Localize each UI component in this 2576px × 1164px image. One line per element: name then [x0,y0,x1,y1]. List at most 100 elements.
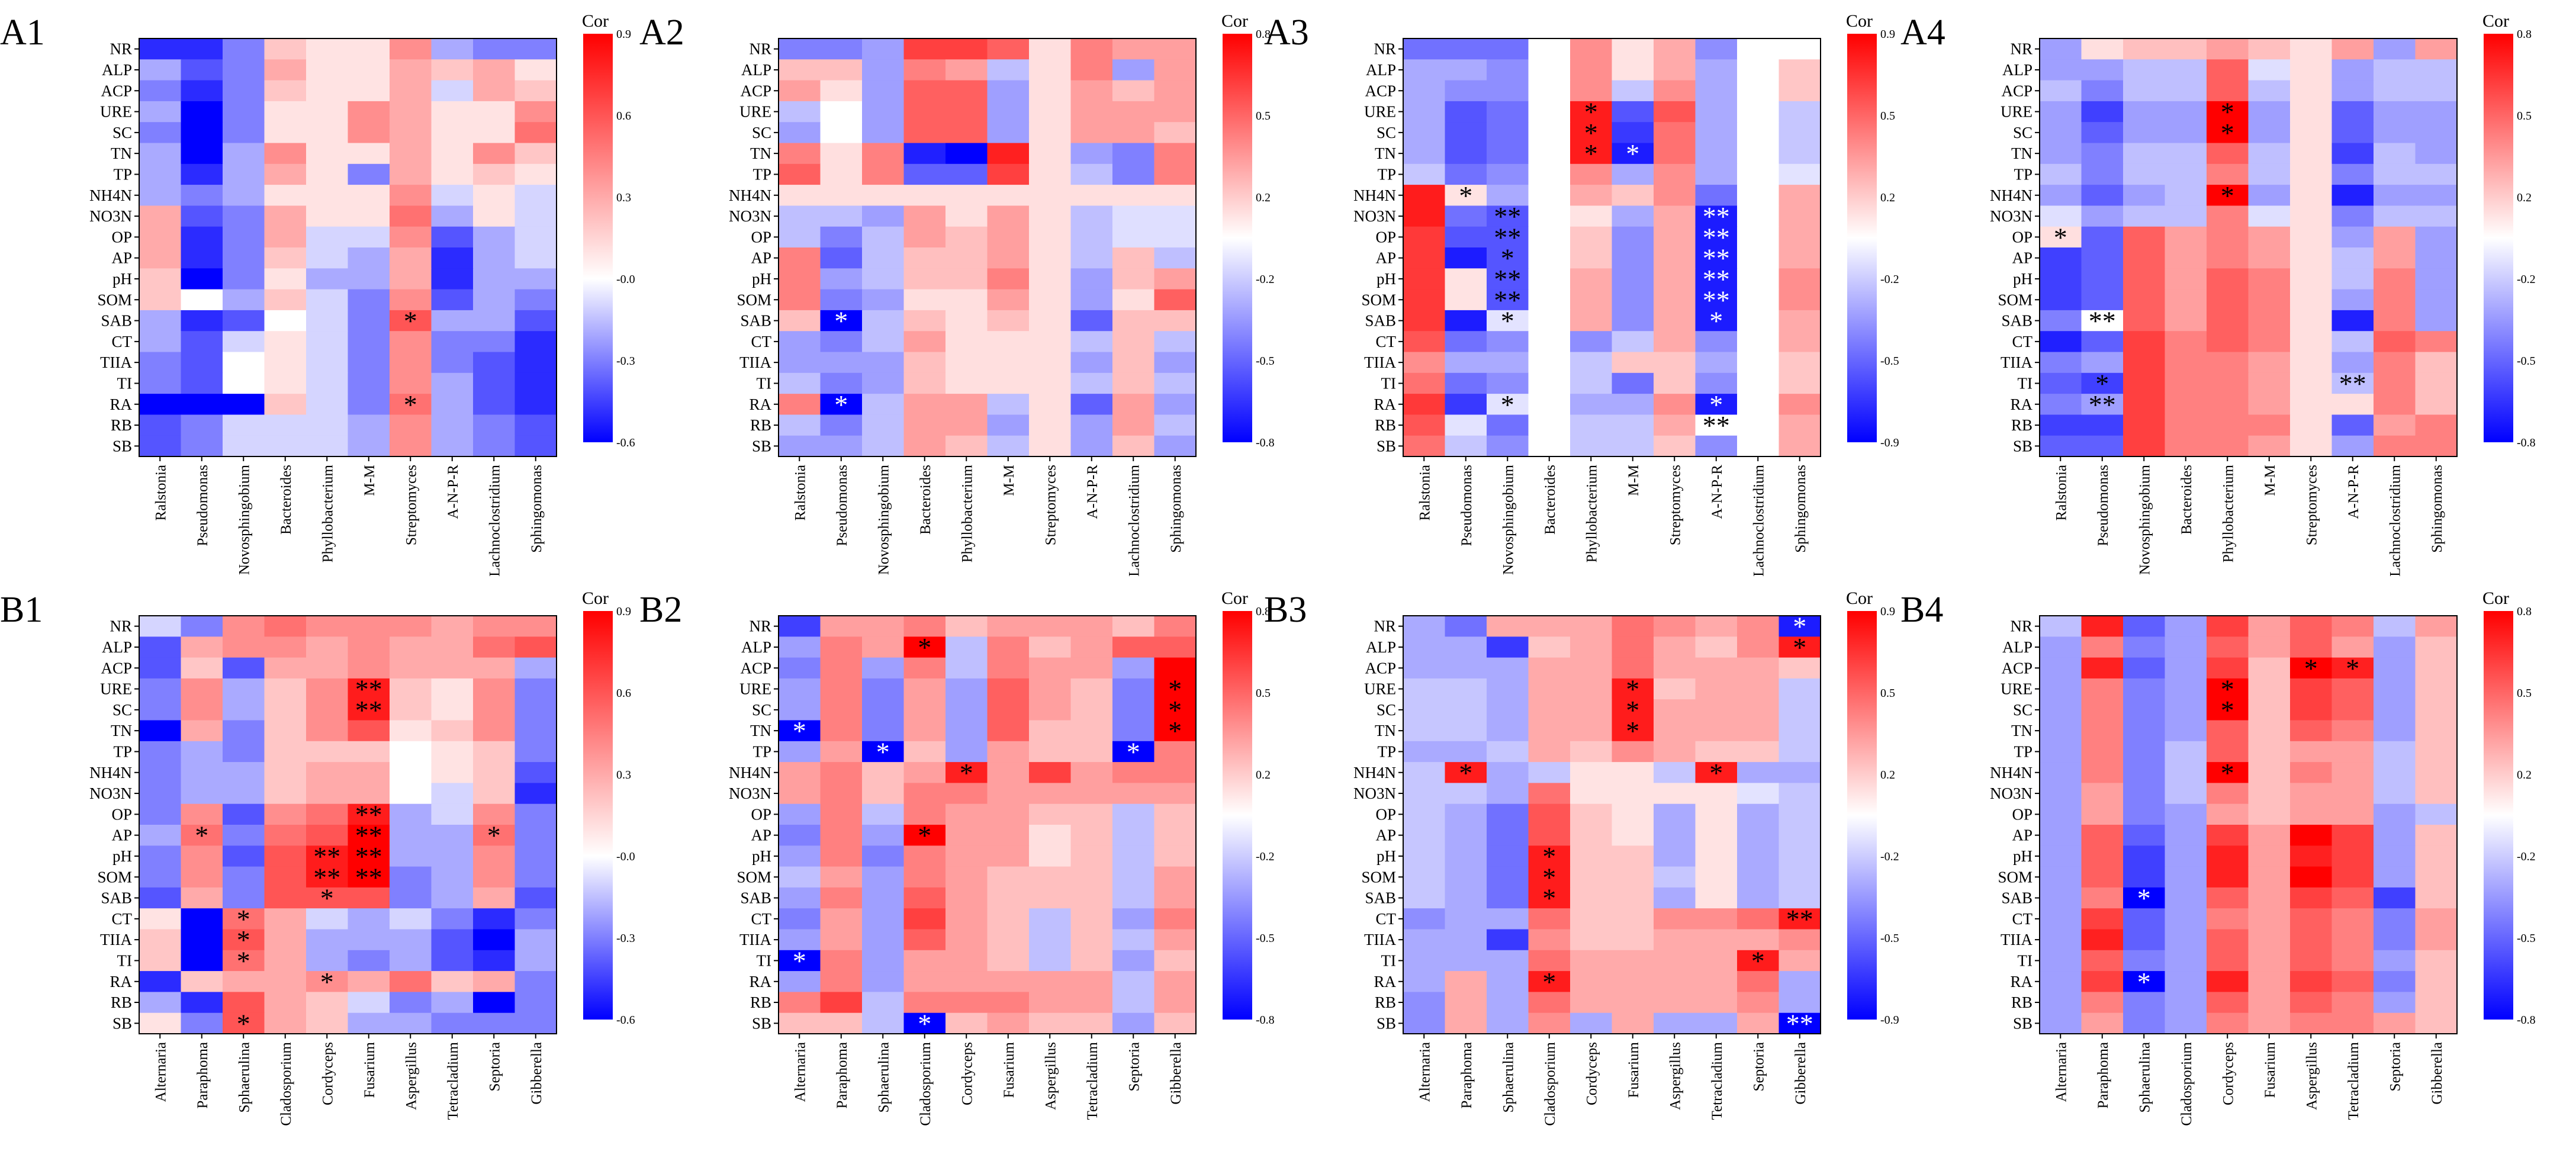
panel-a1-cell [264,352,307,374]
panel-b2-cell [1112,950,1155,972]
panel-a2-cell [903,59,946,81]
panel-b2-cell [820,908,863,930]
panel-b2-cell [820,1012,863,1034]
panel-b2-cell [1029,908,1072,930]
panel-b2-cell [1029,678,1072,700]
panel-a4-significance-mark: * [2221,97,2234,127]
panel-a3-cell [1612,372,1654,394]
panel-b3-cell [1403,971,1446,992]
panel-a3-cell [1445,226,1487,248]
panel-a2-cell [1154,435,1197,457]
panel-b4-cell [2374,887,2416,909]
panel-b2-cell [820,887,863,909]
panel-a3-significance-mark: * [1501,306,1514,336]
panel-a4-cell [2290,122,2333,144]
panel-b3-cell [1528,992,1571,1014]
panel-a3-cell [1487,268,1529,290]
panel-b2-cell [1154,1012,1197,1034]
panel-b1-cell [181,929,223,951]
panel-b4-cell [2415,678,2458,700]
panel-a3-row-label: TI [1381,374,1396,392]
panel-a3-row-label: RA [1374,395,1396,413]
panel-a2-label: A2 [639,12,684,53]
panel-a1-colorbar-tick: 0.6 [616,110,631,123]
panel-a3-row-label: ACP [1365,82,1396,99]
panel-a3-cell [1445,289,1487,311]
panel-b3-cell [1487,971,1529,992]
panel-b1-row-label: ACP [101,659,132,677]
panel-a1-row-label: TP [113,165,132,183]
panel-a4-significance-mark: ** [2339,368,2366,398]
panel-b3-cell [1654,616,1696,637]
panel-b3-colorbar-tick: 0.9 [1880,605,1895,618]
panel-b3-cell [1487,762,1529,783]
panel-a1-cell [514,101,557,123]
panel-b2-cell [862,762,905,783]
panel-b4-significance-mark: * [2346,653,2359,683]
panel-b3-cell [1570,636,1613,658]
panel-b2-cell [1029,699,1072,721]
panel-a2-cell [1070,394,1113,415]
panel-b4-cell [2207,971,2249,992]
panel-b2-cell [1154,929,1197,951]
panel-b4-cell [2040,783,2082,805]
panel-b3-cell [1695,657,1738,679]
panel-b2-cell [946,762,988,783]
panel-b1-cell [223,783,265,805]
panel-b3-cell [1654,636,1696,658]
panel-b3-cell [1570,845,1613,867]
panel-b4-colorbar-tick: 0.2 [2517,769,2532,782]
panel-b3-cell [1528,678,1571,700]
panel-b3-cell [1445,657,1487,679]
panel-a4-cell [2248,163,2291,185]
panel-b4-cell [2248,845,2291,867]
panel-b3-col-label: Cladosporium [1542,1041,1558,1126]
panel-a4-cell [2165,101,2207,123]
panel-b4-cell [2374,908,2416,930]
panel-b2-cell [903,616,946,637]
panel-b2-cell [1112,825,1155,846]
panel-b3-row-label: NR [1374,618,1396,635]
panel-b1-cell [514,636,557,658]
panel-b1-col-label: Cordyceps [320,1042,336,1105]
panel-a4-cell [2290,226,2333,248]
panel-b2-cell [1029,950,1072,972]
panel-a1-row-label: CT [111,333,132,351]
panel-a3-cell [1403,394,1446,415]
panel-a1-row-label: NR [110,40,132,58]
panel-a1-colorbar-tick: 0.3 [616,191,631,204]
panel-b3-significance-mark: * [1626,695,1639,725]
panel-b2-cell [1029,866,1072,888]
panel-b2-cell [946,741,988,763]
panel-b2-significance-mark: * [918,821,931,851]
panel-b2-cell [862,825,905,846]
panel-a3-cell [1403,163,1446,185]
panel-a1-row-label: SC [112,124,132,142]
panel-b4-cell [2040,845,2082,867]
panel-a4-cell [2331,331,2374,353]
panel-b1-cell [306,971,349,992]
panel-a2-cell [862,38,905,60]
panel-b1-cell [264,720,307,742]
panel-b1-cell [390,616,432,637]
panel-b1-cell [473,929,516,951]
panel-b1-cell [473,971,516,992]
panel-a4-cell [2081,185,2124,206]
panel-a2-cell [903,331,946,353]
panel-b3-cell [1570,741,1613,763]
panel-a1-cell [264,163,307,185]
panel-b1-cell [431,908,474,930]
panel-b2-significance-mark: * [918,632,931,663]
panel-a1-cell [181,205,223,227]
panel-a2-row-label: RB [750,416,771,434]
panel-b2-cell [987,783,1030,805]
panel-a4-cell [2207,185,2249,206]
panel-b4-cell [2165,636,2207,658]
panel-b4-cell [2248,762,2291,783]
panel-b3-cell [1570,720,1613,742]
panel-a1-cell [431,38,474,60]
panel-a4-cell [2165,414,2207,436]
panel-a2-col-label: Ralstonia [792,465,808,520]
panel-b4-cell [2374,950,2416,972]
panel-a4-cell [2165,310,2207,332]
